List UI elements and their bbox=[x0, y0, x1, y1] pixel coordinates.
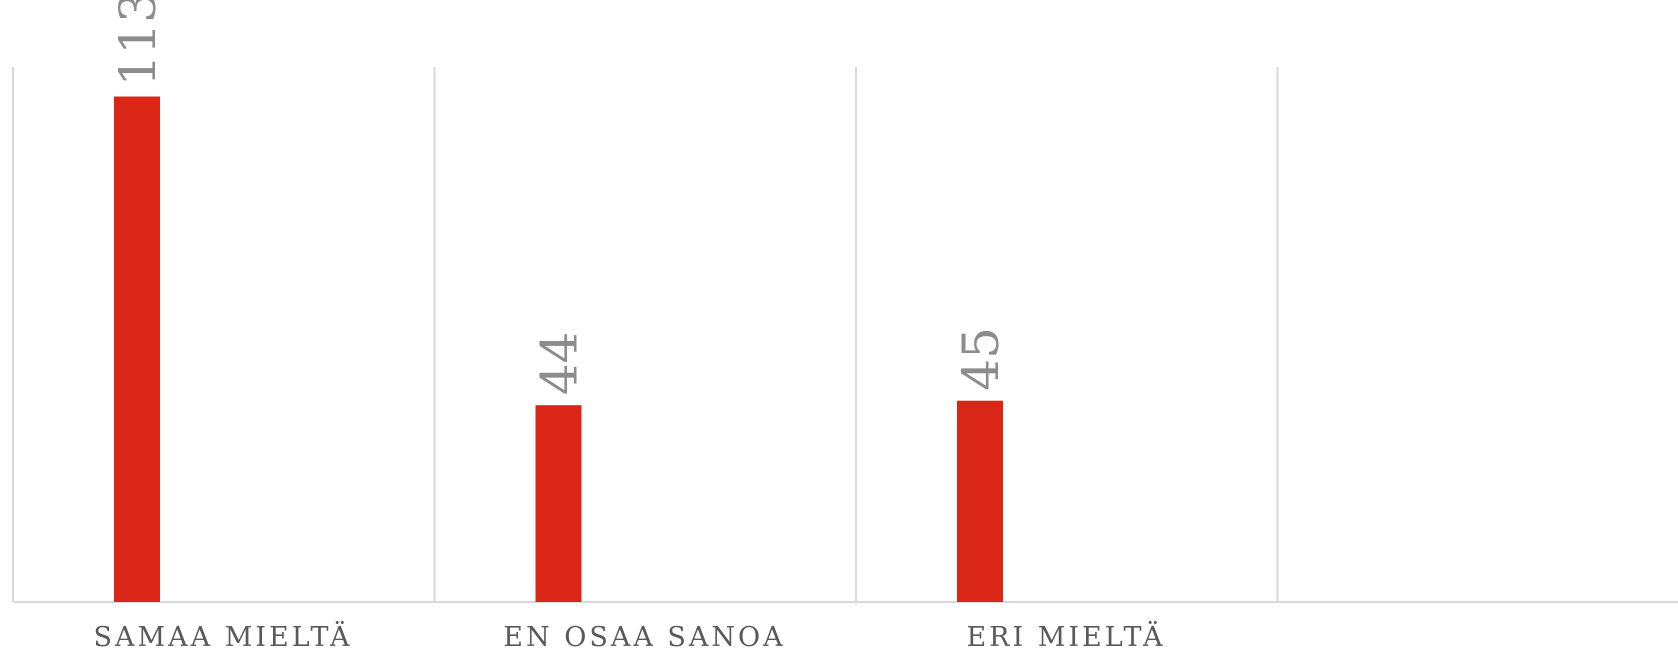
data-label: 45 bbox=[952, 327, 1010, 391]
data-label: 44 bbox=[531, 332, 589, 396]
bars bbox=[114, 96, 1003, 603]
category-labels: SAMAA MIELTÄ EN OSAA SANOA ERI MIELTÄ bbox=[93, 620, 1165, 650]
bar bbox=[114, 96, 160, 603]
data-label: 113 bbox=[109, 0, 167, 87]
category-label: SAMAA MIELTÄ bbox=[93, 620, 352, 650]
bar bbox=[535, 405, 582, 602]
grid-lines bbox=[12, 67, 1678, 603]
category-label: ERI MIELTÄ bbox=[966, 620, 1165, 650]
bar bbox=[957, 400, 1003, 602]
data-labels: 113 44 45 bbox=[109, 0, 1010, 395]
category-label: EN OSAA SANOA bbox=[503, 622, 785, 650]
